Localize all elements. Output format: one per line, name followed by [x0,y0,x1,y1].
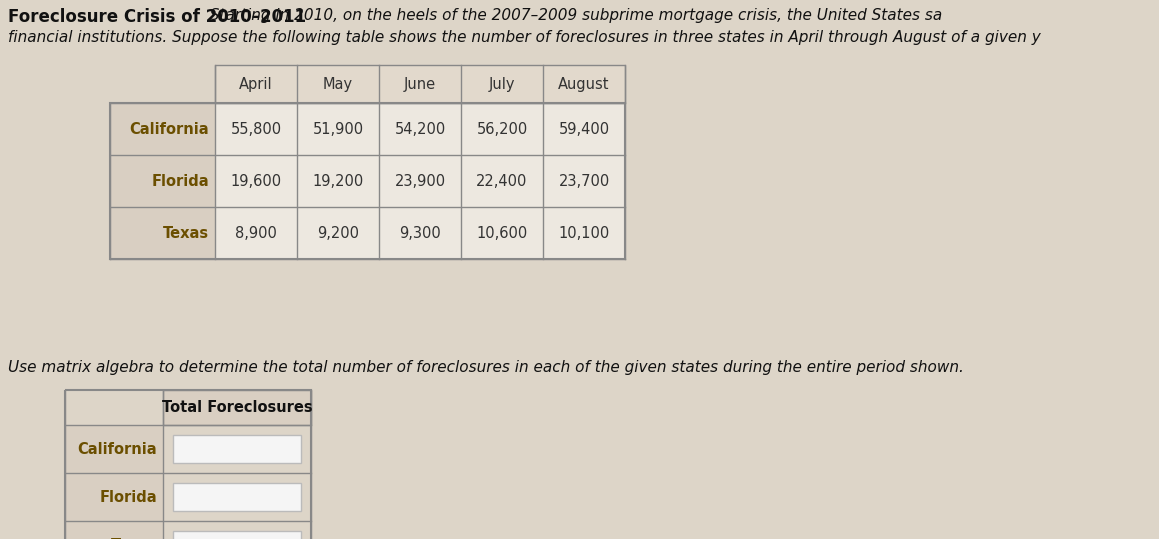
Text: 9,200: 9,200 [318,225,359,240]
Text: June: June [404,77,436,92]
Text: 59,400: 59,400 [559,121,610,136]
Text: 54,200: 54,200 [394,121,445,136]
Bar [173,483,301,511]
Bar [110,155,216,207]
Text: Florida: Florida [152,174,209,189]
Bar [163,390,311,425]
Bar [544,207,625,259]
Bar [65,473,163,521]
Text: Texas: Texas [163,225,209,240]
Bar [110,103,216,155]
Text: 8,900: 8,900 [235,225,277,240]
Bar [216,65,625,103]
Bar [297,155,379,207]
Text: 22,400: 22,400 [476,174,527,189]
Text: August: August [559,77,610,92]
Bar [297,207,379,259]
Text: Texas: Texas [111,537,156,539]
Bar [65,390,311,539]
Text: 19,600: 19,600 [231,174,282,189]
Bar [379,155,461,207]
Bar [110,103,625,259]
Text: 23,900: 23,900 [394,174,445,189]
Bar [216,155,297,207]
Text: May: May [323,77,353,92]
Bar [173,531,301,539]
Bar [461,155,544,207]
Bar [173,435,301,463]
Bar [297,103,379,155]
Bar [379,103,461,155]
Text: California: California [130,121,209,136]
Text: financial institutions. Suppose the following table shows the number of foreclos: financial institutions. Suppose the foll… [8,30,1041,45]
Bar [216,207,297,259]
Text: April: April [239,77,272,92]
Bar [216,103,297,155]
Bar [65,425,163,473]
Text: 19,200: 19,200 [313,174,364,189]
Bar [544,155,625,207]
Text: 10,100: 10,100 [559,225,610,240]
Text: July: July [489,77,516,92]
Bar [65,521,163,539]
Text: Total Foreclosures: Total Foreclosures [162,400,312,415]
Text: California: California [78,441,156,457]
Text: 23,700: 23,700 [559,174,610,189]
Text: Florida: Florida [100,489,156,505]
Text: 10,600: 10,600 [476,225,527,240]
Text: Starting in 2010, on the heels of the 2007–2009 subprime mortgage crisis, the Un: Starting in 2010, on the heels of the 20… [201,8,942,23]
Text: Foreclosure Crisis of 2010–2011: Foreclosure Crisis of 2010–2011 [8,8,306,26]
Text: 9,300: 9,300 [399,225,440,240]
Bar [544,103,625,155]
Text: Use matrix algebra to determine the total number of foreclosures in each of the : Use matrix algebra to determine the tota… [8,360,964,375]
Bar [379,207,461,259]
Bar [216,65,625,103]
Bar [110,207,216,259]
Text: 55,800: 55,800 [231,121,282,136]
Bar [461,207,544,259]
Text: 56,200: 56,200 [476,121,527,136]
Bar [461,103,544,155]
Text: 51,900: 51,900 [313,121,364,136]
